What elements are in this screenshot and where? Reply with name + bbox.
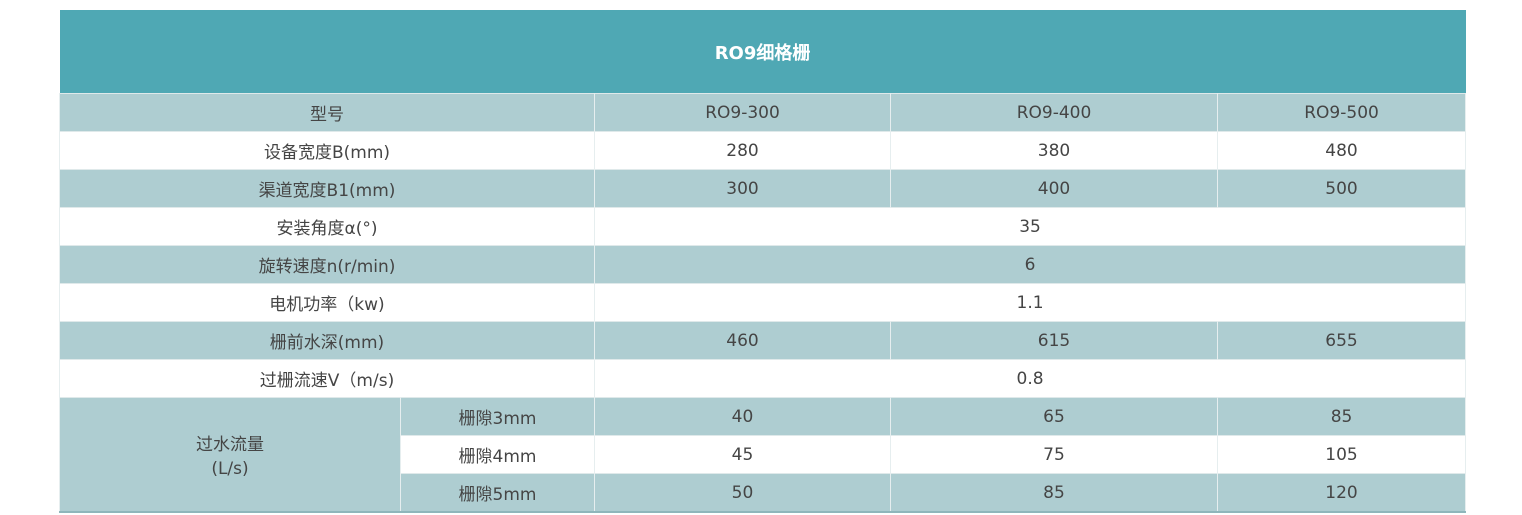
- table-title: RO9细格栅: [59, 10, 1466, 94]
- table-row: 栅隙5mm 50 85 120: [59, 473, 1467, 512]
- spec-table: RO9细格栅 型号 RO9-300 RO9-400 RO9-500 设备宽度B(mm)…: [59, 10, 1467, 513]
- row-label: 栅前水深(mm): [59, 321, 595, 360]
- cell: 85: [1216, 397, 1467, 436]
- table-row: 栅隙4mm 45 75 105: [59, 435, 1467, 474]
- flow-label: 过水流量 (L/s): [59, 397, 401, 512]
- table-row: 旋转速度n(r/min) 6: [59, 245, 1467, 284]
- cell: 50: [594, 473, 891, 512]
- cell: 120: [1216, 473, 1467, 512]
- cell: 400: [890, 169, 1218, 208]
- cell: 105: [1216, 435, 1467, 474]
- model-cell: RO9-500: [1216, 93, 1467, 132]
- cell: 1.1: [593, 283, 1467, 322]
- row-label: 型号: [59, 93, 595, 132]
- gap-label: 栅隙3mm: [400, 397, 595, 436]
- flow-label-line1: 过水流量: [196, 435, 264, 455]
- cell: 655: [1216, 321, 1467, 360]
- cell: 35: [593, 207, 1467, 246]
- row-label: 过栅流速V（m/s): [59, 359, 595, 398]
- cell: 75: [890, 435, 1218, 474]
- table-row: 设备宽度B(mm) 280 380 480: [59, 131, 1467, 170]
- table-row: 渠道宽度B1(mm) 300 400 500: [59, 169, 1467, 208]
- row-label: 旋转速度n(r/min): [59, 245, 595, 284]
- model-cell: RO9-300: [594, 93, 891, 132]
- table-row: 型号 RO9-300 RO9-400 RO9-500: [59, 93, 1467, 132]
- table-row: 栅前水深(mm) 460 615 655: [59, 321, 1467, 360]
- row-label: 安装角度α(°): [59, 207, 595, 246]
- cell: 45: [594, 435, 891, 474]
- row-label: 设备宽度B(mm): [59, 131, 595, 170]
- gap-label: 栅隙5mm: [400, 473, 595, 512]
- cell: 380: [890, 131, 1218, 170]
- row-label: 电机功率（kw): [59, 283, 595, 322]
- cell: 615: [890, 321, 1218, 360]
- cell: 0.8: [593, 359, 1467, 398]
- model-cell: RO9-400: [890, 93, 1218, 132]
- cell: 300: [594, 169, 891, 208]
- cell: 40: [594, 397, 891, 436]
- table-row: 过栅流速V（m/s) 0.8: [59, 359, 1467, 398]
- cell: 65: [890, 397, 1218, 436]
- cell: 85: [890, 473, 1218, 512]
- table-row: 电机功率（kw) 1.1: [59, 283, 1467, 322]
- cell: 280: [594, 131, 891, 170]
- table-row: 安装角度α(°) 35: [59, 207, 1467, 246]
- table-row: 过水流量 (L/s) 栅隙3mm 40 65 85: [59, 397, 1467, 512]
- cell: 6: [593, 245, 1467, 284]
- cell: 460: [594, 321, 891, 360]
- flow-label-line2: (L/s): [211, 459, 249, 479]
- gap-label: 栅隙4mm: [400, 435, 595, 474]
- cell: 500: [1216, 169, 1467, 208]
- cell: 480: [1216, 131, 1467, 170]
- row-label: 渠道宽度B1(mm): [59, 169, 595, 208]
